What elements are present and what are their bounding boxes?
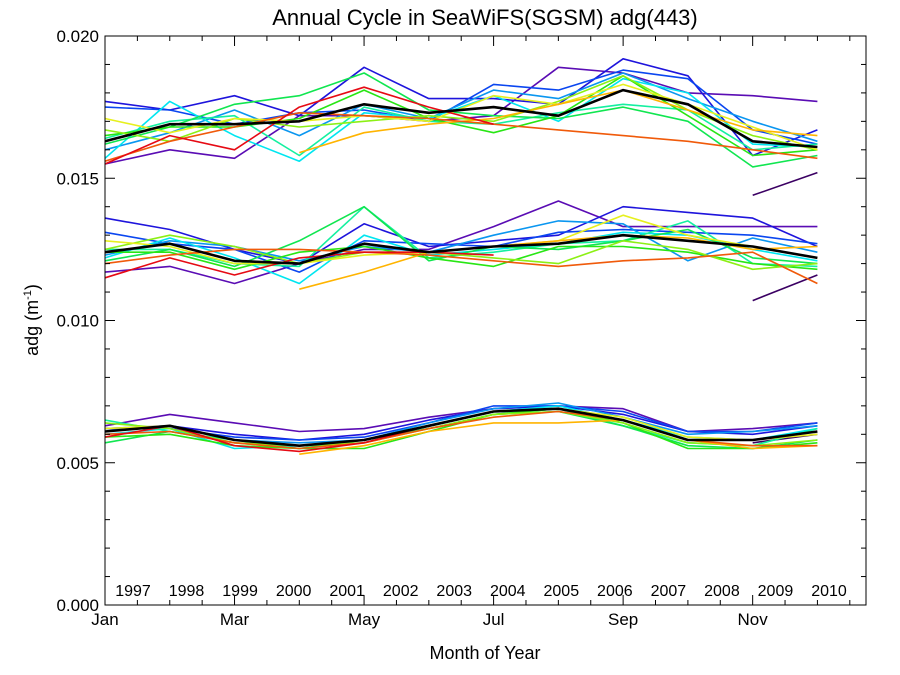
x-tick-label: Nov	[738, 610, 769, 629]
legend-item-2005: 2005	[544, 583, 580, 600]
y-axis-label-base: adg (m	[22, 300, 42, 356]
series-line-2004-band-1	[104, 72, 818, 168]
series-line-2007-band-1	[104, 83, 818, 151]
legend-item-2000: 2000	[276, 583, 312, 600]
legend-item-2004: 2004	[490, 583, 526, 600]
legend-item-2001: 2001	[329, 583, 365, 600]
axes-layer: Jan Mar May Jul Sep Nov 0.000 0.005 0.010 0.015 0.…	[56, 27, 867, 629]
climatology-line-band-1	[104, 88, 818, 149]
x-tick-label: Jul	[483, 610, 505, 629]
x-tick-label: Jan	[91, 610, 118, 629]
legend-item-1997: 1997	[115, 583, 151, 600]
y-tick-label: 0.020	[56, 27, 99, 46]
y-tick-label: 0.015	[56, 169, 99, 188]
series-line-2009-band-2	[104, 248, 818, 285]
series-line-1998-band-2	[104, 200, 818, 285]
legend-item-2007: 2007	[651, 583, 687, 600]
series-line-2008-band-3	[299, 419, 818, 455]
legend-item-2008: 2008	[704, 583, 740, 600]
series-line-1999-band-1	[104, 58, 818, 157]
series-line-2005-band-2	[105, 245, 818, 271]
climatology-line-band-2	[104, 233, 818, 265]
y-axis-label: adg (m-1)	[22, 284, 42, 356]
legend-item-2009: 2009	[758, 583, 794, 600]
series-line-2009-band-1	[104, 112, 818, 162]
series-line-2010-band-1	[104, 86, 494, 165]
x-tick-label: May	[348, 610, 381, 629]
legend-item-2006: 2006	[597, 583, 633, 600]
series-line-2000-band-2	[104, 228, 818, 273]
series-line-1997-band-1	[752, 171, 818, 197]
series-line-2006-band-1	[104, 75, 818, 151]
y-tick-label: 0.010	[56, 312, 99, 331]
series-layer	[104, 58, 818, 455]
legend: 1997 1998 1999 2000 2001 2002 2003 2004 2005 2006…	[115, 583, 847, 600]
x-axis-label: Month of Year	[429, 643, 540, 663]
x-tick-label: Mar	[220, 610, 250, 629]
series-line-1997-band-2	[752, 274, 818, 302]
climatology-line-band-3	[104, 407, 818, 447]
legend-item-2003: 2003	[436, 583, 472, 600]
series-line-2008-band-1	[299, 89, 818, 154]
series-line-2005-band-1	[104, 75, 818, 157]
series-line-2000-band-3	[105, 405, 818, 441]
series-line-2006-band-2	[104, 234, 818, 271]
y-axis-label-close: )	[22, 284, 42, 290]
legend-item-2002: 2002	[383, 583, 419, 600]
series-line-2003-band-1	[104, 103, 818, 157]
chart-title: Annual Cycle in SeaWiFS(SGSM) adg(443)	[272, 5, 698, 30]
legend-item-2010: 2010	[811, 583, 847, 600]
y-tick-label: 0.005	[56, 454, 99, 473]
y-axis-label-sup: -1	[22, 290, 34, 300]
legend-item-1998: 1998	[169, 583, 205, 600]
legend-item-1999: 1999	[222, 583, 258, 600]
x-tick-label: Sep	[608, 610, 638, 629]
y-tick-label: 0.000	[56, 596, 99, 615]
